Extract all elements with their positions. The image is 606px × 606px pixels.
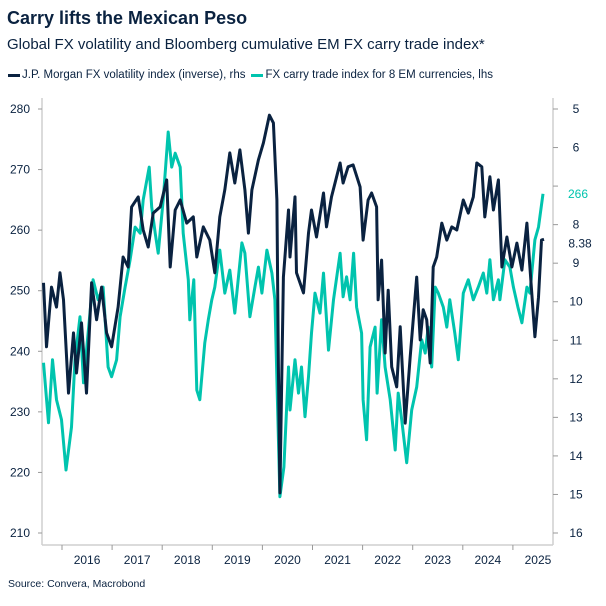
x-axis-tick-label: 2017 [124,553,151,567]
chart-title: Carry lifts the Mexican Peso [7,8,248,28]
carry-end-label: 266 [568,187,588,201]
legend-swatch-carry [251,73,264,77]
left-axis-tick-label: 220 [10,465,30,479]
x-axis-tick-label: 2019 [224,553,251,567]
left-axis-tick-label: 250 [10,284,30,298]
x-axis-tick-label: 2022 [374,553,401,567]
legend-item-volatility: J.P. Morgan FX volatility index (inverse… [8,69,245,81]
chart-subtitle: Global FX volatility and Bloomberg cumul… [7,36,485,53]
right-axis-tick-label: 5 [573,102,580,116]
left-axis-tick-label: 210 [10,526,30,540]
legend-label-carry: FX carry trade index for 8 EM currencies… [265,69,494,81]
right-axis-tick-label: 15 [569,487,583,501]
carry-series-line [42,130,545,499]
left-axis-tick-label: 240 [10,344,30,358]
left-axis-tick-label: 280 [10,102,30,116]
legend: J.P. Morgan FX volatility index (inverse… [8,69,493,81]
right-axis-tick-label: 11 [570,333,583,347]
right-axis-tick-label: 10 [569,295,583,309]
volatility-series-line [42,113,545,495]
x-axis-tick-label: 2024 [474,553,501,567]
x-axis-tick-label: 2018 [174,553,201,567]
x-axis-tick-label: 2020 [274,553,301,567]
right-axis-tick-label: 16 [569,526,583,540]
legend-swatch-volatility [8,73,20,77]
x-axis-tick-label: 2023 [424,553,451,567]
x-axis-tick-label: 2021 [324,553,351,567]
source-note: Source: Convera, Macrobond [8,578,146,590]
x-axis-tick-label: 2016 [74,553,101,567]
right-axis-tick-label: 14 [569,449,583,463]
right-axis-tick-label: 12 [569,372,583,386]
right-axis-tick-label: 8 [573,218,580,232]
legend-item-carry: FX carry trade index for 8 EM currencies… [251,69,493,81]
legend-label-volatility: J.P. Morgan FX volatility index (inverse… [22,69,246,81]
right-axis-tick-label: 6 [573,141,580,155]
right-axis-tick-label: 9 [573,256,580,270]
left-axis-tick-label: 270 [10,163,30,177]
x-axis-tick-label: 2025 [525,553,552,567]
volatility-end-label: 8.38 [568,236,592,250]
left-axis-tick-label: 230 [10,405,30,419]
left-axis-tick-label: 260 [10,223,30,237]
right-axis-tick-label: 13 [569,410,583,424]
